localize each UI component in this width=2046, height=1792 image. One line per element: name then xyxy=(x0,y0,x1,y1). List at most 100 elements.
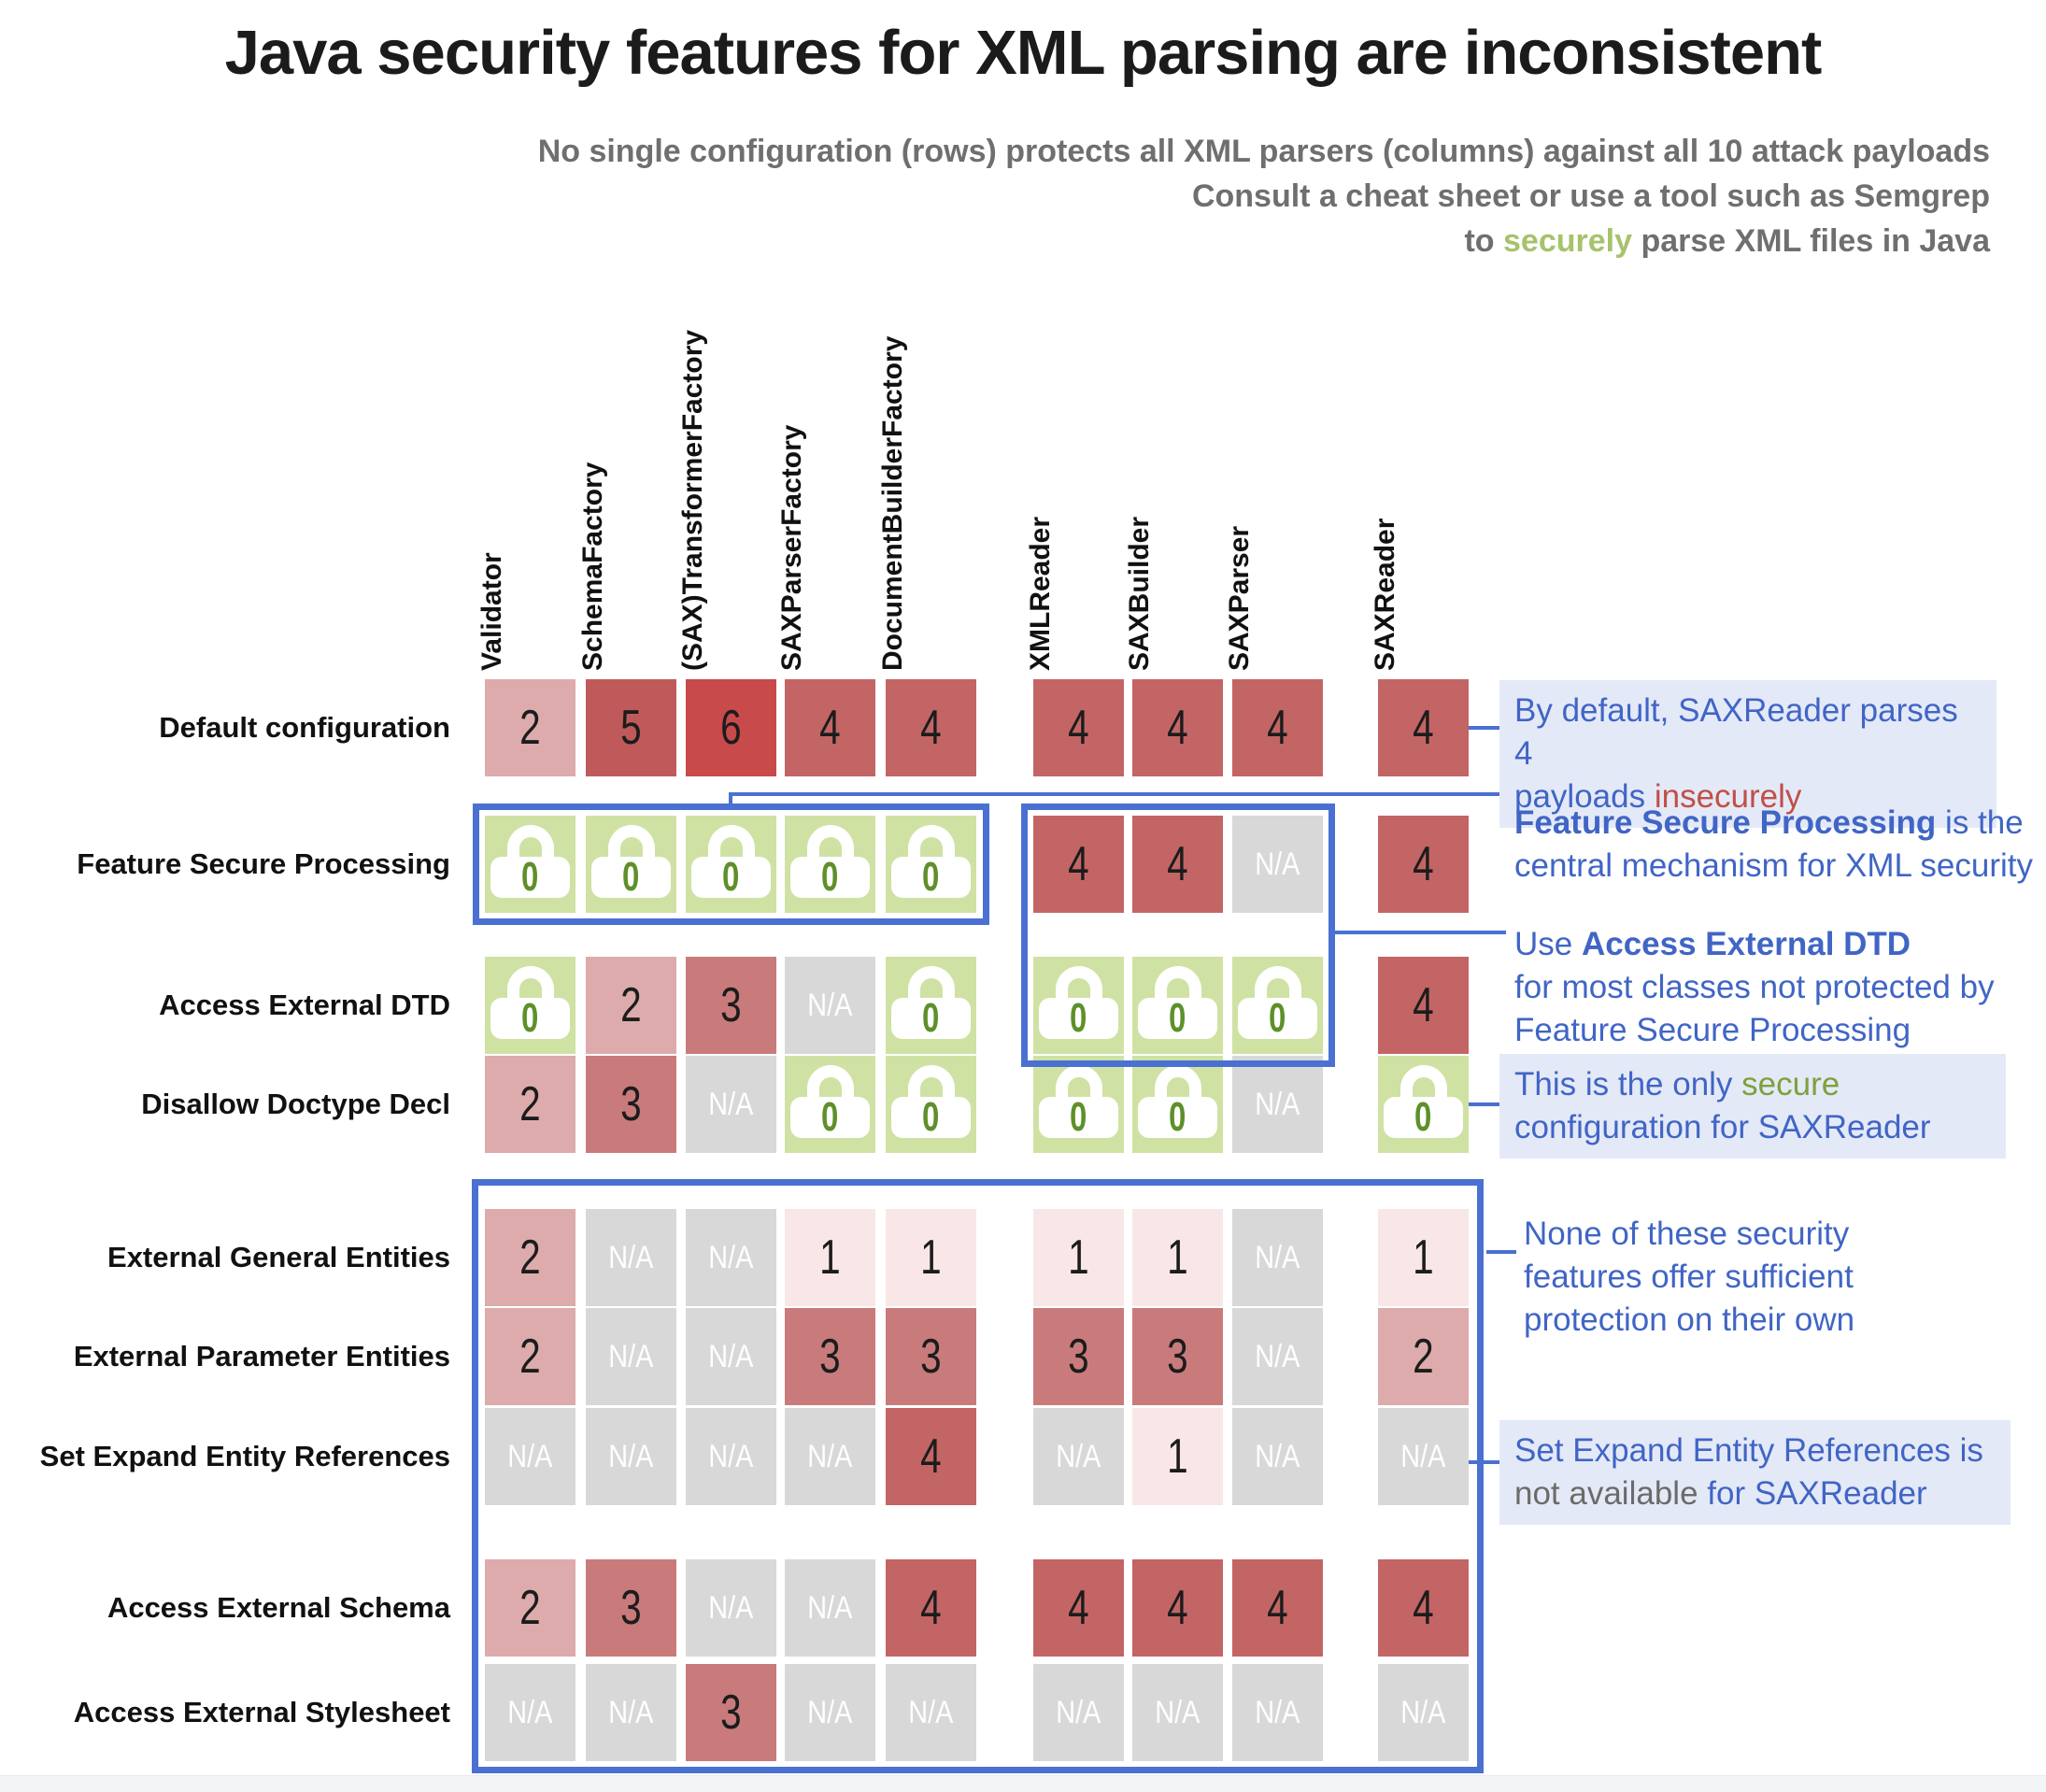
annotation-bold-text: Feature Secure Processing xyxy=(1514,804,1937,841)
cell-value: 2 xyxy=(1413,1330,1434,1384)
matrix-cell-access-external-stylesheet-saxparser: N/A xyxy=(1232,1664,1323,1761)
footer-strip xyxy=(0,1775,2046,1792)
matrix-cell-access-external-dtd-saxreader: 4 xyxy=(1378,957,1469,1054)
matrix-cell-default-configuration-saxbuilder: 4 xyxy=(1132,679,1223,776)
annotation-text: is the xyxy=(1936,804,2024,841)
cell-value: 3 xyxy=(620,1581,642,1635)
matrix-cell-external-general-entities-schemafactory: N/A xyxy=(586,1209,676,1306)
cell-value: 4 xyxy=(1267,701,1288,755)
matrix-cell-external-general-entities-saxreader: 1 xyxy=(1378,1209,1469,1306)
highlight-box-access-external-dtd-group xyxy=(1021,804,1335,1067)
cell-value: 4 xyxy=(1413,978,1434,1032)
annotation-not-available-words: not available xyxy=(1514,1475,1698,1512)
cell-value: 0 xyxy=(521,854,539,900)
matrix-cell-feature-secure-processing-sax-transformerfactory: 0 xyxy=(686,816,776,913)
matrix-cell-default-configuration-saxparserfactory: 4 xyxy=(785,679,875,776)
cell-value: N/A xyxy=(807,1589,853,1626)
cell-value: 5 xyxy=(620,701,642,755)
cell-value: 0 xyxy=(622,854,640,900)
matrix-cell-set-expand-entity-references-xmlreader: N/A xyxy=(1033,1408,1124,1505)
cell-value: 2 xyxy=(519,1077,541,1131)
matrix-cell-external-general-entities-sax-transformerfactory: N/A xyxy=(686,1209,776,1306)
matrix-cell-access-external-dtd-sax-transformerfactory: 3 xyxy=(686,957,776,1054)
matrix-cell-external-general-entities-validator: 2 xyxy=(485,1209,575,1306)
cell-value: N/A xyxy=(708,1239,754,1275)
cell-value: 3 xyxy=(1167,1330,1188,1384)
matrix-cell-feature-secure-processing-xmlreader: 4 xyxy=(1033,816,1124,913)
matrix-cell-disallow-doctype-decl-validator: 2 xyxy=(485,1056,575,1153)
cell-value: 2 xyxy=(519,1330,541,1384)
matrix-cell-set-expand-entity-references-sax-transformerfactory: N/A xyxy=(686,1408,776,1505)
matrix-cell-set-expand-entity-references-saxparserfactory: N/A xyxy=(785,1408,875,1505)
cell-value: 1 xyxy=(1068,1230,1089,1285)
cell-value: N/A xyxy=(1056,1694,1101,1730)
cell-value: 0 xyxy=(1070,995,1087,1041)
cell-value: N/A xyxy=(1400,1438,1446,1474)
cell-value: N/A xyxy=(807,1438,853,1474)
matrix-cell-access-external-stylesheet-saxreader: N/A xyxy=(1378,1664,1469,1761)
matrix-cell-default-configuration-xmlreader: 4 xyxy=(1033,679,1124,776)
matrix-cell-external-general-entities-saxparser: N/A xyxy=(1232,1209,1323,1306)
connector-default-saxreader xyxy=(1469,726,1502,730)
cell-value: N/A xyxy=(908,1694,954,1730)
cell-value: 0 xyxy=(821,854,839,900)
matrix-cell-access-external-stylesheet-validator: N/A xyxy=(485,1664,575,1761)
matrix-cell-access-external-schema-documentbuilderfactory: 4 xyxy=(886,1559,976,1657)
annotation-text: protection on their own xyxy=(1524,1301,1855,1338)
matrix-cell-disallow-doctype-decl-documentbuilderfactory: 0 xyxy=(886,1056,976,1153)
cell-value: 4 xyxy=(920,1429,942,1484)
lock-body: 0 xyxy=(1238,995,1317,1041)
subtitle-line-3-pre: to xyxy=(1464,223,1503,259)
cell-value: N/A xyxy=(1255,846,1300,882)
matrix-cell-access-external-dtd-saxparser: 0 xyxy=(1232,957,1323,1054)
cell-value: N/A xyxy=(1255,1694,1300,1730)
connector-set-expand-not-available xyxy=(1469,1460,1506,1464)
matrix-cell-set-expand-entity-references-saxparser: N/A xyxy=(1232,1408,1323,1505)
matrix-cell-external-parameter-entities-saxbuilder: 3 xyxy=(1132,1308,1223,1405)
cell-value: N/A xyxy=(708,1338,754,1374)
cell-value: N/A xyxy=(807,987,853,1023)
cell-value: 4 xyxy=(1068,1581,1089,1635)
col-header-saxreader: SAXReader xyxy=(1370,518,1400,671)
cell-value: 0 xyxy=(1414,1094,1432,1140)
matrix-cell-external-parameter-entities-saxparserfactory: 3 xyxy=(785,1308,875,1405)
matrix-cell-feature-secure-processing-saxparserfactory: 0 xyxy=(785,816,875,913)
subtitle: No single configuration (rows) protects … xyxy=(538,129,1990,263)
matrix-cell-access-external-schema-schemafactory: 3 xyxy=(586,1559,676,1657)
connector-feature-secure-processing-jog xyxy=(729,792,732,805)
row-label-feature-secure-processing: Feature Secure Processing xyxy=(77,847,450,880)
cell-value: 4 xyxy=(920,1581,942,1635)
col-header-saxparserfactory: SAXParserFactory xyxy=(776,424,807,671)
cell-value: N/A xyxy=(1255,1239,1300,1275)
annotation-secure-word: secure xyxy=(1741,1066,1840,1102)
highlight-box-insufficient-features xyxy=(472,1179,1484,1773)
matrix-cell-external-general-entities-xmlreader: 1 xyxy=(1033,1209,1124,1306)
annotation-text: for SAXReader xyxy=(1698,1475,1927,1512)
matrix-cell-set-expand-entity-references-validator: N/A xyxy=(485,1408,575,1505)
cell-value: 0 xyxy=(1169,1094,1186,1140)
cell-value: N/A xyxy=(708,1438,754,1474)
cell-value: 2 xyxy=(519,1581,541,1635)
col-header-documentbuilderfactory: DocumentBuilderFactory xyxy=(877,335,908,671)
lock-body: 0 xyxy=(891,995,971,1041)
matrix-cell-feature-secure-processing-documentbuilderfactory: 0 xyxy=(886,816,976,913)
cell-value: 1 xyxy=(1413,1230,1434,1285)
matrix-cell-feature-secure-processing-schemafactory: 0 xyxy=(586,816,676,913)
cell-value: N/A xyxy=(608,1694,654,1730)
cell-value: N/A xyxy=(1056,1438,1101,1474)
matrix-cell-external-parameter-entities-validator: 2 xyxy=(485,1308,575,1405)
cell-value: 1 xyxy=(819,1230,841,1285)
cell-value: 4 xyxy=(1068,701,1089,755)
cell-value: 0 xyxy=(521,995,539,1041)
annotation-text: By default, SAXReader parses 4 xyxy=(1514,692,1958,772)
cell-value: 6 xyxy=(720,701,742,755)
lock-body: 0 xyxy=(490,995,570,1041)
matrix-cell-external-parameter-entities-xmlreader: 3 xyxy=(1033,1308,1124,1405)
annotation-insufficient-features: None of these security features offer su… xyxy=(1524,1213,1854,1342)
matrix-cell-external-general-entities-documentbuilderfactory: 1 xyxy=(886,1209,976,1306)
cell-value: N/A xyxy=(708,1086,754,1122)
matrix-cell-access-external-stylesheet-schemafactory: N/A xyxy=(586,1664,676,1761)
matrix-cell-access-external-dtd-xmlreader: 0 xyxy=(1033,957,1124,1054)
matrix-cell-feature-secure-processing-saxparser: N/A xyxy=(1232,816,1323,913)
